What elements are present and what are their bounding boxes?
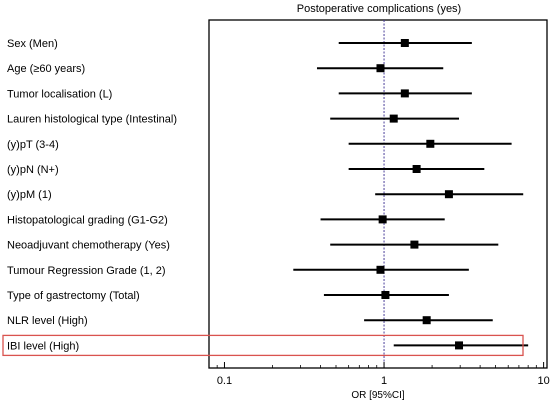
row-label: Tumor localisation (L) (7, 88, 112, 100)
odds-ratio-marker (444, 190, 453, 199)
x-axis-label: OR [95%CI] (351, 390, 405, 401)
odds-ratio-marker (410, 240, 419, 249)
x-axis-ticks: 0.1 1 10 (208, 362, 550, 387)
forest-row: Tumor localisation (L) (7, 88, 472, 100)
forest-row: (y)pT (3-4) (7, 139, 512, 151)
chart-title: Postoperative complications (yes) (297, 3, 461, 15)
forest-row: Lauren histological type (Intestinal) (7, 114, 460, 126)
row-label: Tumour Regression Grade (1, 2) (7, 265, 166, 277)
odds-ratio-marker (389, 114, 398, 123)
forest-row: Histopatological grading (G1-G2) (7, 214, 445, 226)
row-label: Age (≥60 years) (7, 63, 85, 75)
row-label: Histopatological grading (G1-G2) (7, 214, 168, 226)
forest-row: Neoadjuvant chemotherapy (Yes) (7, 240, 499, 252)
row-label: (y)pN (N+) (7, 164, 59, 176)
row-label: NLR level (High) (7, 315, 88, 327)
row-label: Sex (Men) (7, 38, 58, 50)
odds-ratio-marker (376, 64, 385, 73)
odds-ratio-marker (455, 341, 464, 350)
x-tick-label: 0.1 (217, 375, 232, 387)
odds-ratio-marker (376, 265, 385, 274)
odds-ratio-marker (426, 139, 435, 148)
forest-row: Type of gastrectomy (Total) (7, 290, 449, 302)
row-label: Neoadjuvant chemotherapy (Yes) (7, 240, 170, 252)
x-tick-label: 1 (381, 375, 387, 387)
odds-ratio-marker (400, 89, 409, 98)
odds-ratio-marker (400, 39, 409, 47)
forest-row: (y)pN (N+) (7, 164, 485, 176)
row-label: Type of gastrectomy (Total) (7, 290, 140, 302)
forest-row: Sex (Men) (7, 38, 472, 50)
row-label: IBI level (High) (7, 340, 79, 352)
odds-ratio-marker (378, 215, 387, 224)
rows-layer: Sex (Men) Age (≥60 years) Tumor localisati… (2, 38, 529, 357)
odds-ratio-marker (381, 291, 390, 299)
plot-area (208, 19, 548, 369)
highlight-box (2, 334, 524, 357)
forest-row: IBI level (High) (2, 334, 529, 357)
row-label: (y)pM (1) (7, 189, 52, 201)
forest-row: Tumour Regression Grade (1, 2) (7, 265, 469, 277)
row-label: Lauren histological type (Intestinal) (7, 114, 177, 126)
odds-ratio-marker (412, 165, 421, 173)
odds-ratio-marker (422, 316, 431, 325)
forest-row: Age (≥60 years) (7, 63, 444, 75)
row-label: (y)pT (3-4) (7, 139, 59, 151)
forest-row: NLR level (High) (7, 315, 493, 327)
x-tick-label: 10 (537, 375, 549, 387)
forest-row: (y)pM (1) (7, 189, 524, 201)
